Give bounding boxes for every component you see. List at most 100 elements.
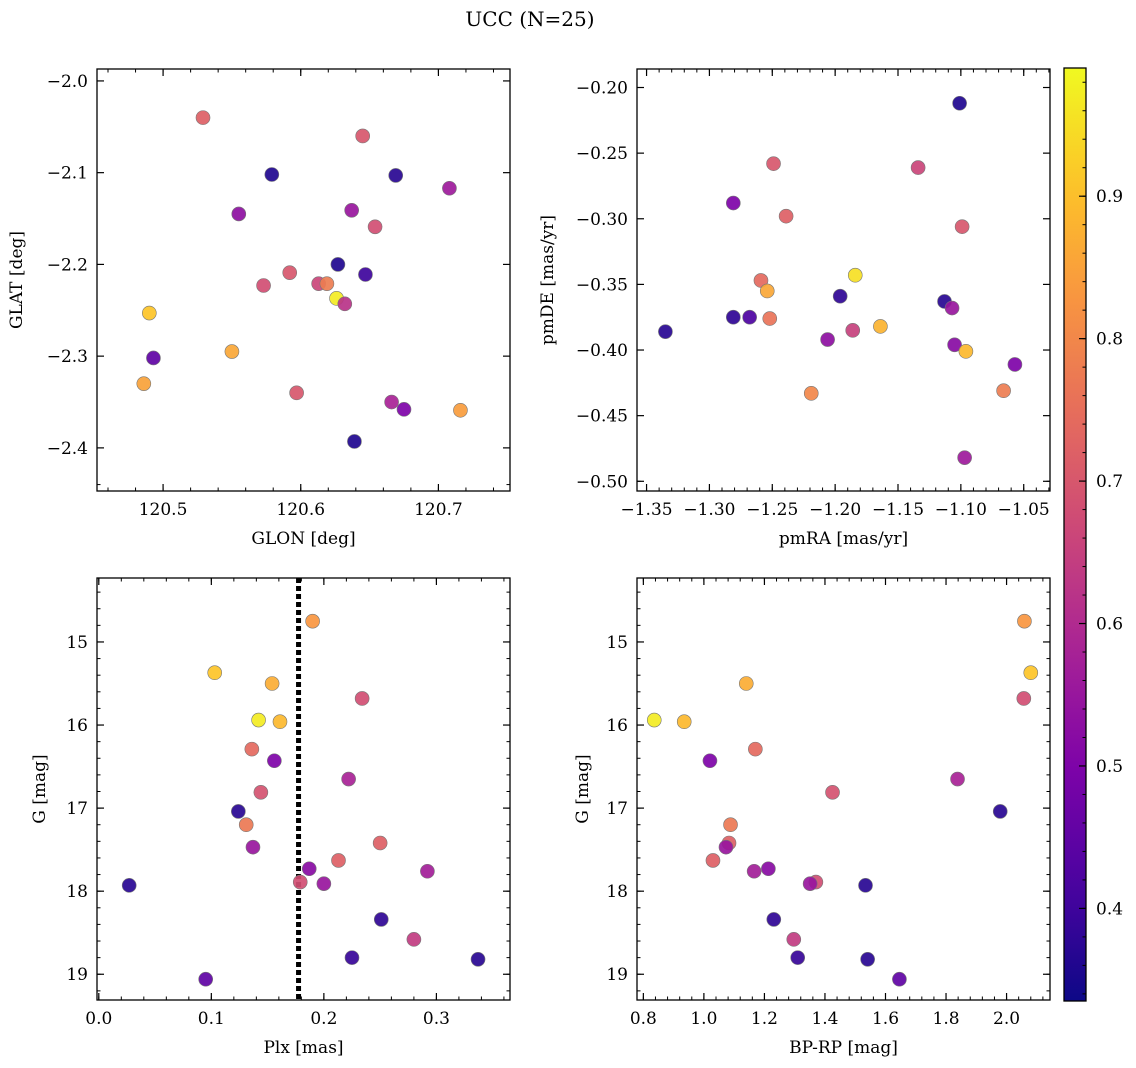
data-point	[245, 839, 261, 855]
y-tick-label: −2.4	[47, 439, 88, 459]
data-point	[646, 712, 662, 728]
x-tick-label: 0.1	[198, 1009, 225, 1029]
scatter-points	[658, 95, 1023, 465]
data-point	[264, 676, 280, 691]
data-point	[742, 309, 757, 325]
data-point	[992, 804, 1008, 819]
data-point	[344, 202, 359, 218]
data-point	[718, 839, 734, 855]
data-point	[373, 912, 389, 927]
data-point	[420, 863, 435, 879]
y-tick-label: 15	[66, 633, 88, 653]
colorbar-tick-label: 0.7	[1096, 472, 1123, 492]
x-tick-label: 1.6	[872, 1009, 899, 1029]
data-point	[950, 771, 965, 787]
x-tick-label: 0.2	[310, 1009, 337, 1029]
x-axis-label: Plx [mas]	[263, 1038, 343, 1058]
x-tick-label: −1.20	[809, 500, 861, 520]
data-point	[860, 951, 875, 967]
data-point	[845, 323, 861, 338]
data-point	[954, 219, 970, 234]
data-point	[301, 861, 317, 877]
data-point	[146, 350, 161, 366]
data-point	[198, 971, 214, 987]
panel-plx-g: 0.0 0.1 0.2 0.3 15 16 17 18 19 Plx [mas] G [mag]	[30, 577, 511, 1058]
colorbar: 0.4 0.5 0.6 0.7 0.8 0.9	[1063, 67, 1123, 1002]
data-point	[267, 753, 282, 769]
y-tick-label: −0.25	[576, 144, 628, 164]
data-point	[858, 878, 873, 893]
y-tick-label: 17	[606, 799, 628, 819]
x-tick-label: 0.0	[85, 1009, 112, 1029]
data-point	[224, 344, 240, 359]
data-point	[847, 267, 863, 283]
x-tick-label: 1.2	[751, 1009, 778, 1029]
panel-glon-glat: 120.5 120.6 120.7 −2.0 −2.1 −2.2 −2.3 −2.4 GLON …	[7, 68, 511, 549]
data-point	[762, 311, 778, 326]
data-point	[820, 332, 835, 347]
data-point	[136, 376, 152, 391]
colorbar-tick-label: 0.4	[1096, 899, 1123, 919]
data-point	[748, 741, 763, 757]
data-point	[331, 853, 346, 868]
scatter-points	[121, 613, 486, 987]
y-axis-label: GLAT [deg]	[7, 231, 27, 329]
panels: 120.5 120.6 120.7 −2.0 −2.1 −2.2 −2.3 −2.4 GLON …	[7, 68, 1051, 1058]
data-point	[702, 753, 718, 769]
data-point	[957, 450, 972, 465]
data-point	[207, 665, 223, 681]
data-point	[253, 785, 269, 800]
data-point	[759, 283, 775, 299]
data-point	[316, 876, 332, 892]
data-point	[676, 714, 692, 730]
x-tick-label: 120.7	[414, 500, 463, 520]
data-point	[406, 932, 422, 947]
axes-frame	[636, 577, 1051, 1001]
data-point	[825, 785, 840, 800]
data-point	[358, 267, 373, 282]
colorbar-tick-label: 0.9	[1096, 187, 1123, 207]
data-point	[372, 835, 388, 851]
data-point	[910, 160, 926, 175]
data-point	[341, 771, 356, 787]
y-tick-label: 17	[66, 799, 88, 819]
y-tick-label: −0.35	[576, 275, 628, 295]
data-point	[289, 385, 304, 401]
data-point	[705, 853, 721, 868]
panel-pmra-pmde: −1.35 −1.30 −1.25 −1.20 −1.15 −1.10 −1.05 −0.20…	[538, 68, 1051, 549]
data-point	[282, 265, 298, 280]
colorbar-tick-label: 0.5	[1096, 757, 1123, 777]
figure-title: UCC (N=25)	[465, 7, 594, 31]
x-tick-label: 2.0	[993, 1009, 1020, 1029]
data-point	[344, 950, 360, 965]
y-axis-label: pmDE [mas/yr]	[538, 215, 558, 345]
y-tick-label: 15	[606, 633, 628, 653]
scatter-points	[646, 613, 1039, 987]
data-point	[1023, 665, 1039, 681]
data-point	[121, 878, 137, 893]
colorbar-tick-label: 0.8	[1096, 330, 1123, 350]
y-tick-label: −0.50	[576, 472, 628, 492]
colorbar-tick-label: 0.6	[1096, 615, 1123, 635]
data-point	[892, 971, 907, 987]
data-point	[354, 691, 370, 706]
data-point	[305, 613, 320, 629]
y-tick-label: −2.1	[47, 164, 88, 184]
data-point	[264, 167, 280, 182]
data-point	[778, 208, 794, 224]
data-point	[786, 932, 802, 947]
x-tick-label: −1.05	[998, 500, 1050, 520]
axes-frame	[96, 577, 511, 1001]
data-point	[1007, 357, 1023, 372]
data-point	[355, 128, 370, 144]
data-point	[367, 219, 383, 235]
data-point	[766, 156, 781, 171]
data-point	[470, 951, 486, 967]
data-point	[803, 386, 819, 401]
y-axis-label: G [mag]	[573, 754, 593, 823]
data-point	[442, 180, 457, 196]
data-point	[337, 296, 353, 312]
scatter-points	[136, 110, 468, 449]
x-tick-label: 1.0	[690, 1009, 717, 1029]
